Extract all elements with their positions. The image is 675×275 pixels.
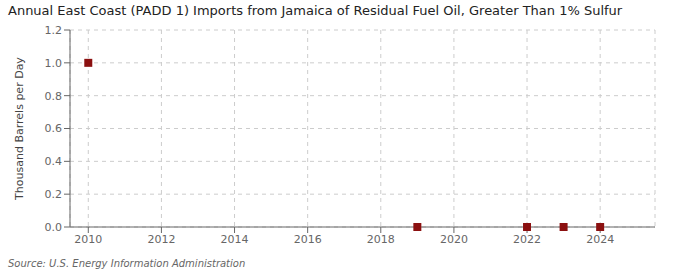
svg-text:0.8: 0.8 (45, 90, 63, 103)
svg-text:1.0: 1.0 (45, 57, 63, 70)
html-text:Source: U.S. Energy Informatio: Source: U.S. Energy Information Administ… (8, 258, 246, 269)
svg-text:2022: 2022 (513, 233, 541, 246)
svg-text:2016: 2016 (294, 233, 322, 246)
svg-text:2014: 2014 (221, 233, 249, 246)
svg-text:2020: 2020 (440, 233, 468, 246)
svg-text:2024: 2024 (586, 233, 614, 246)
svg-text:Thousand Barrels per Day: Thousand Barrels per Day (13, 57, 26, 201)
svg-text:2010: 2010 (74, 233, 102, 246)
svg-text:1.2: 1.2 (45, 24, 63, 37)
svg-text:0.6: 0.6 (45, 122, 63, 135)
svg-text:0.2: 0.2 (45, 188, 63, 201)
svg-text:2012: 2012 (147, 233, 175, 246)
svg-text:0.4: 0.4 (45, 155, 63, 168)
svg-text:2018: 2018 (367, 233, 395, 246)
svg-text:0.0: 0.0 (45, 221, 63, 234)
html-text:Annual East Coast (PADD 1) Imp: Annual East Coast (PADD 1) Imports from … (8, 3, 623, 18)
